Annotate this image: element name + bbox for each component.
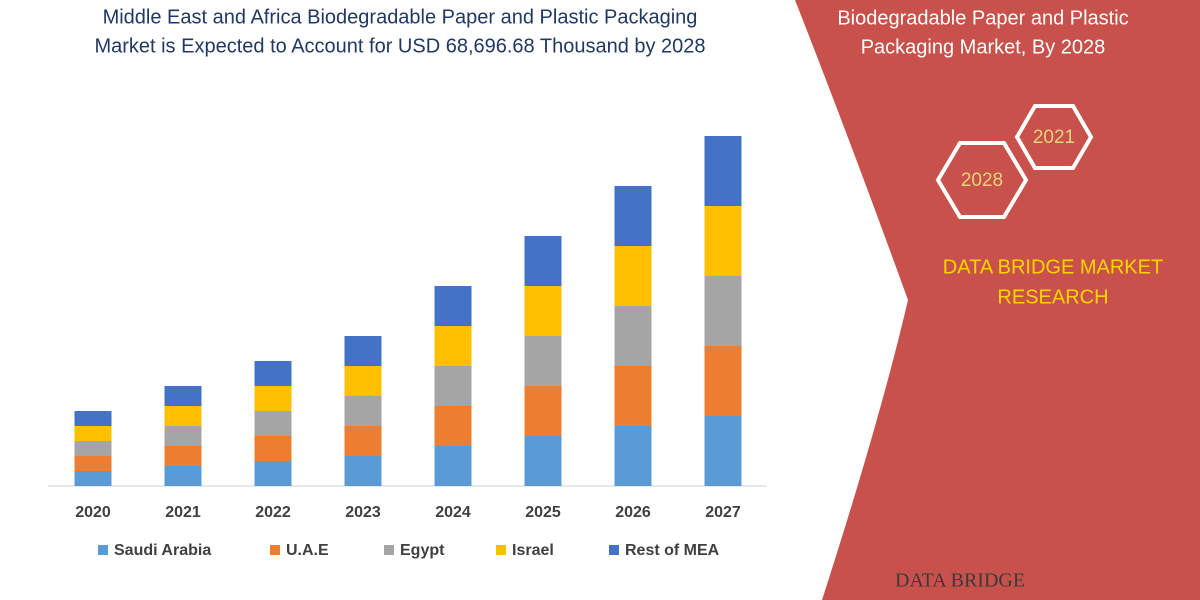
legend-label: Egypt <box>400 542 445 559</box>
bar-segment <box>434 446 472 486</box>
hexagon <box>935 141 1029 219</box>
panel-title: Packaging Market, By 2028 <box>861 36 1106 58</box>
bar-segment <box>434 366 472 406</box>
bar-segment <box>164 386 202 406</box>
hexagon-label: 2021 <box>1033 127 1075 148</box>
x-tick-label: 2022 <box>255 504 291 521</box>
bar-segment <box>614 366 652 426</box>
bar-segment <box>164 466 202 486</box>
legend-label: Rest of MEA <box>625 542 720 559</box>
legend-swatch <box>270 545 280 555</box>
bar-segment <box>434 326 472 366</box>
x-tick-label: 2026 <box>615 504 651 521</box>
panel-background <box>795 0 1200 600</box>
title-line: Market is Expected to Account for USD 68… <box>94 35 705 57</box>
bar-segment <box>344 366 382 396</box>
bar-segment <box>614 306 652 366</box>
bar-segment <box>524 336 562 386</box>
bar-segment <box>524 286 562 336</box>
x-tick-label: 2025 <box>525 504 561 521</box>
bar-segment <box>164 446 202 466</box>
x-tick-label: 2027 <box>705 504 741 521</box>
x-tick-label: 2024 <box>435 504 471 521</box>
bar-segment <box>614 186 652 246</box>
bar-segment <box>614 246 652 306</box>
bar-segment <box>254 436 292 461</box>
legend-label: U.A.E <box>286 542 329 559</box>
legend-swatch <box>496 545 506 555</box>
bar-segment <box>614 426 652 486</box>
bar-segment <box>74 426 112 441</box>
bar-segment <box>164 426 202 446</box>
logo-text: DATA BRIDGE <box>895 570 1025 592</box>
title-line: Middle East and Africa Biodegradable Pap… <box>103 6 698 28</box>
bar-segment <box>704 416 742 486</box>
bar-segment <box>704 136 742 206</box>
bar-segment <box>254 361 292 386</box>
x-tick-label: 2023 <box>345 504 381 521</box>
legend-swatch <box>609 545 619 555</box>
bar-segment <box>254 386 292 411</box>
bar-segment <box>434 286 472 326</box>
bar-segment <box>524 236 562 286</box>
bar-segment <box>164 406 202 426</box>
x-tick-label: 2020 <box>75 504 111 521</box>
legend-swatch <box>384 545 394 555</box>
bar-segment <box>524 386 562 436</box>
legend-label: Saudi Arabia <box>114 542 211 559</box>
bar-segment <box>344 336 382 366</box>
bar-segment <box>344 426 382 456</box>
bar-segment <box>254 411 292 436</box>
brand-text: RESEARCH <box>997 286 1108 308</box>
text-layer: Middle East and Africa Biodegradable Pap… <box>94 6 1163 591</box>
bar-segment <box>74 456 112 471</box>
legend-label: Israel <box>512 542 554 559</box>
bar-segment <box>254 461 292 486</box>
bar-segment <box>344 396 382 426</box>
bar-segment <box>344 456 382 486</box>
brand-text: DATA BRIDGE MARKET <box>943 256 1163 278</box>
bar-segment <box>74 411 112 426</box>
bar-segment <box>704 276 742 346</box>
x-tick-label: 2021 <box>165 504 201 521</box>
bar-segment <box>74 441 112 456</box>
hexagon-label: 2028 <box>961 170 1003 191</box>
bar-segment <box>524 436 562 486</box>
bar-segment <box>434 406 472 446</box>
bar-segment <box>74 471 112 486</box>
hexagon <box>1014 104 1094 170</box>
panel-title: Biodegradable Paper and Plastic <box>837 7 1128 29</box>
legend-swatch <box>98 545 108 555</box>
bar-segment <box>704 206 742 276</box>
bar-segment <box>704 346 742 416</box>
